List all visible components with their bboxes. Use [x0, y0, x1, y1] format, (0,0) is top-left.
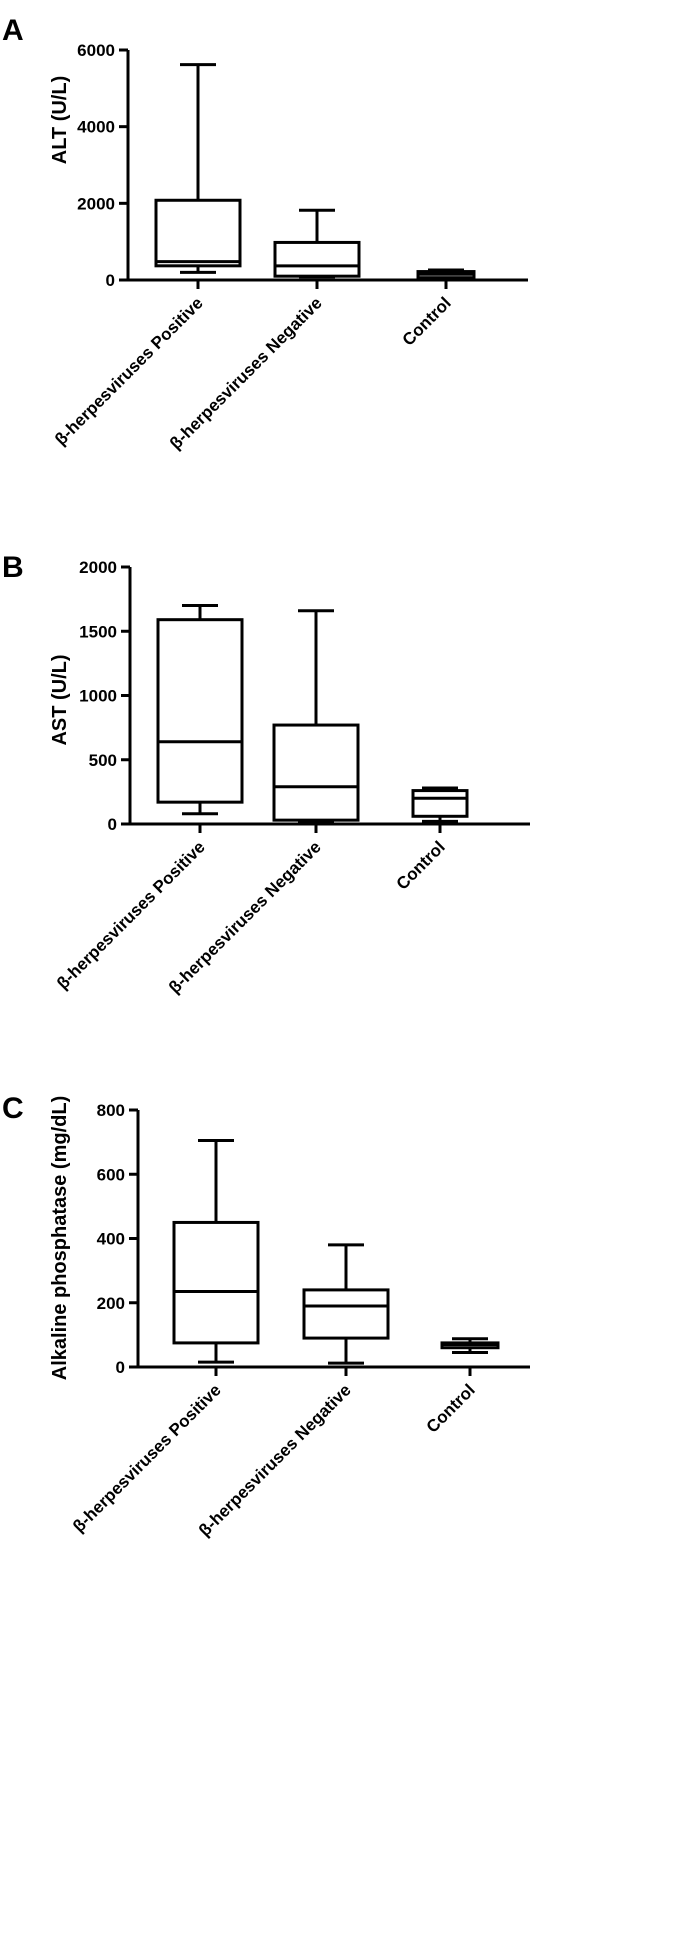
panel-letter: B	[2, 551, 24, 584]
box-cat-control: Control	[423, 1337, 500, 1437]
box-cat-control: Control	[393, 786, 469, 894]
y-tick-label: 2000	[79, 558, 117, 577]
x-category-label: Control	[399, 293, 455, 349]
iqr-box	[172, 1220, 260, 1345]
y-tick-label: 2000	[77, 194, 115, 213]
iqr-box	[156, 618, 244, 804]
y-axis-title: ALT (U/L)	[49, 76, 71, 165]
x-category-label: Control	[423, 1380, 479, 1436]
y-tick-label: 600	[97, 1165, 125, 1184]
panel-letter: C	[2, 1092, 24, 1125]
x-category-label: β-herpesviruses Positive	[69, 1380, 225, 1536]
y-tick-label: 4000	[77, 118, 115, 137]
y-tick-label: 6000	[77, 41, 115, 60]
box-cat-control: Control	[399, 268, 476, 350]
x-category-label: β-herpesviruses Negative	[195, 1380, 355, 1540]
iqr-box	[411, 789, 469, 818]
iqr-box	[302, 1288, 390, 1340]
y-tick-label: 0	[108, 815, 117, 834]
iqr-box	[272, 723, 360, 822]
y-tick-label: 500	[89, 751, 117, 770]
y-tick-label: 400	[97, 1230, 125, 1249]
x-category-label: Control	[393, 837, 449, 893]
y-axis-title: Alkaline phosphatase (mg/dL)	[49, 1096, 71, 1380]
panel-letter: A	[2, 14, 24, 47]
y-tick-label: 200	[97, 1294, 125, 1313]
y-tick-label: 800	[97, 1101, 125, 1120]
y-axis-title: AST (U/L)	[49, 654, 71, 745]
y-tick-label: 1500	[79, 622, 117, 641]
iqr-box	[273, 240, 361, 278]
iqr-box	[154, 198, 242, 268]
y-tick-label: 0	[106, 271, 115, 290]
y-tick-label: 0	[116, 1358, 125, 1377]
panel-c: C Alkaline phosphatase (mg/dL) 0 200 400 600 8…	[2, 1092, 530, 1540]
y-tick-label: 1000	[79, 687, 117, 706]
box-cat-positive: β-herpesviruses Positive	[69, 1139, 260, 1536]
